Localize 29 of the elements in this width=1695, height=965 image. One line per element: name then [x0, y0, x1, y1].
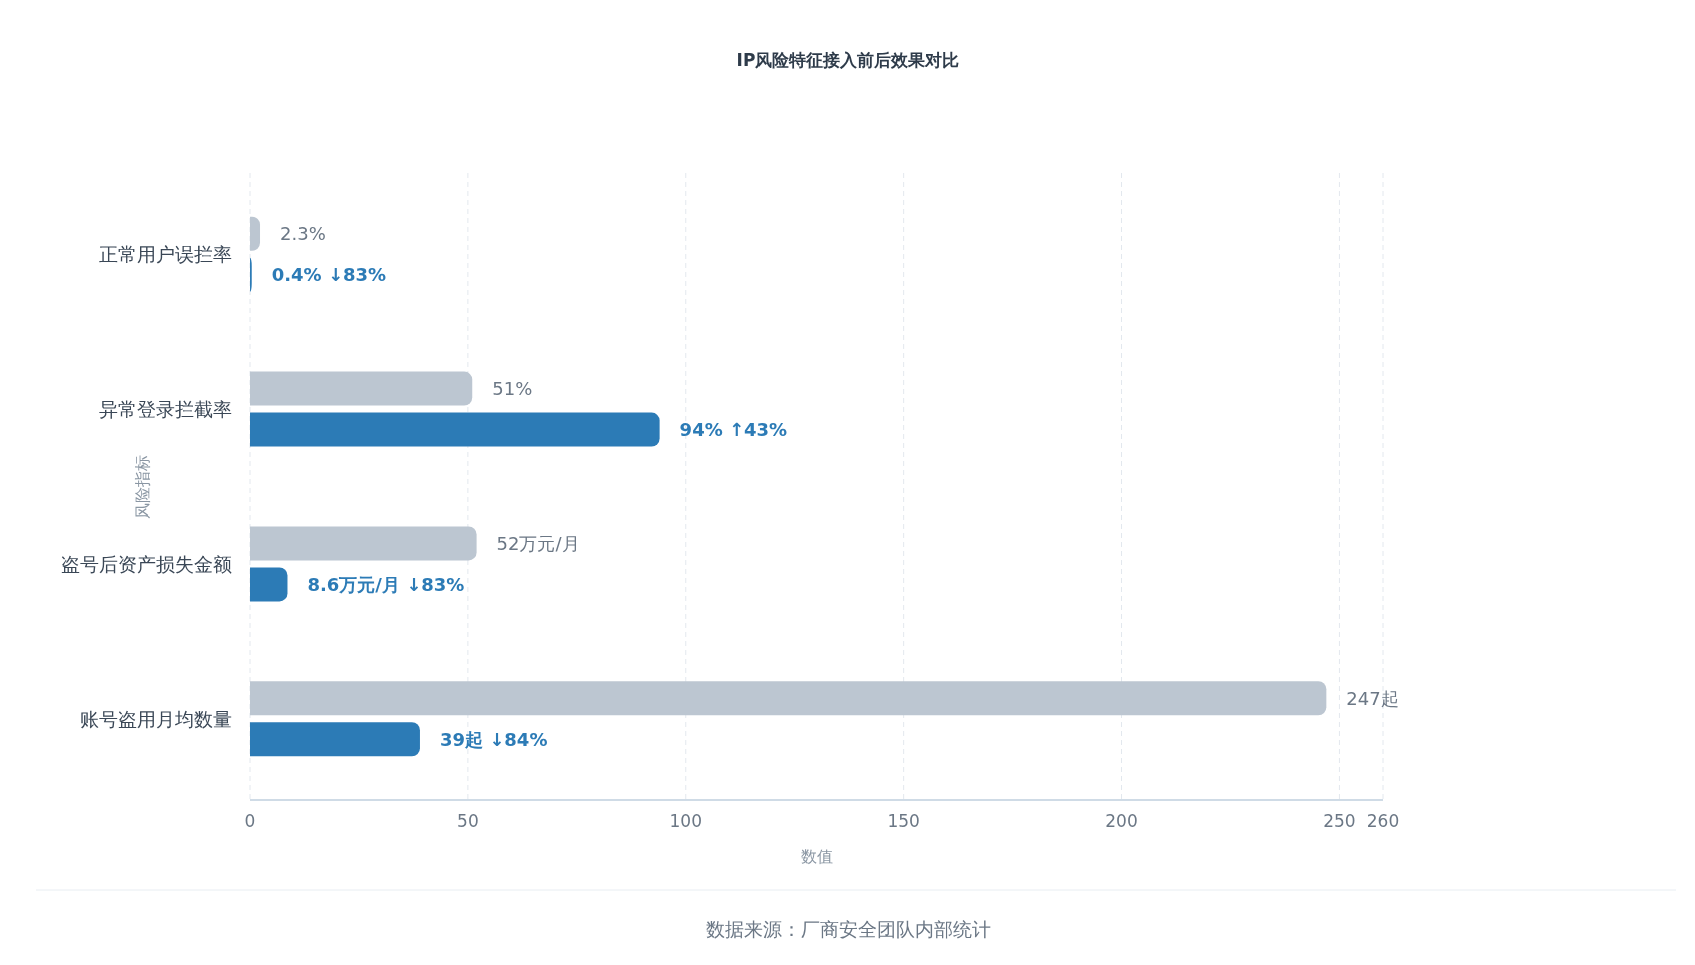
- bar: [250, 681, 1327, 716]
- y-tick-label: 账号盗用月均数量: [80, 707, 232, 730]
- data-label: 2.3%: [280, 223, 326, 245]
- x-tick-label: 250: [1323, 811, 1356, 831]
- bar: [250, 412, 660, 447]
- y-tick-label: 异常登录拦截率: [99, 398, 232, 421]
- x-tick-label: 200: [1105, 811, 1138, 831]
- data-label: 247起: [1346, 687, 1399, 709]
- chart-title: IP风险特征接入前后效果对比: [736, 50, 960, 70]
- x-tick-label: 100: [669, 811, 702, 831]
- y-tick-label: 盗号后资产损失金额: [61, 552, 232, 575]
- data-label: 94% ↑43%: [679, 419, 788, 441]
- data-label: 39起 ↓84%: [439, 728, 548, 750]
- data-label: 0.4% ↓83%: [271, 264, 387, 286]
- data-label: 51%: [492, 378, 533, 400]
- y-axis-title: 风险指标: [133, 454, 152, 519]
- data-label: 8.6万元/月 ↓83%: [307, 573, 465, 595]
- bar: [250, 567, 288, 602]
- x-axis-title: 数值: [800, 847, 833, 866]
- bar: [250, 526, 477, 561]
- x-tick-label: 260: [1366, 811, 1400, 831]
- x-tick-label: 50: [457, 811, 479, 831]
- source-note: 数据来源：厂商安全团队内部统计: [705, 918, 991, 940]
- x-tick-label: 150: [887, 811, 920, 831]
- bar: [250, 722, 420, 757]
- data-label: 52万元/月: [496, 532, 580, 554]
- bar: [250, 371, 473, 406]
- y-tick-label: 正常用户误拦率: [99, 243, 232, 266]
- x-tick-label: 0: [244, 811, 256, 831]
